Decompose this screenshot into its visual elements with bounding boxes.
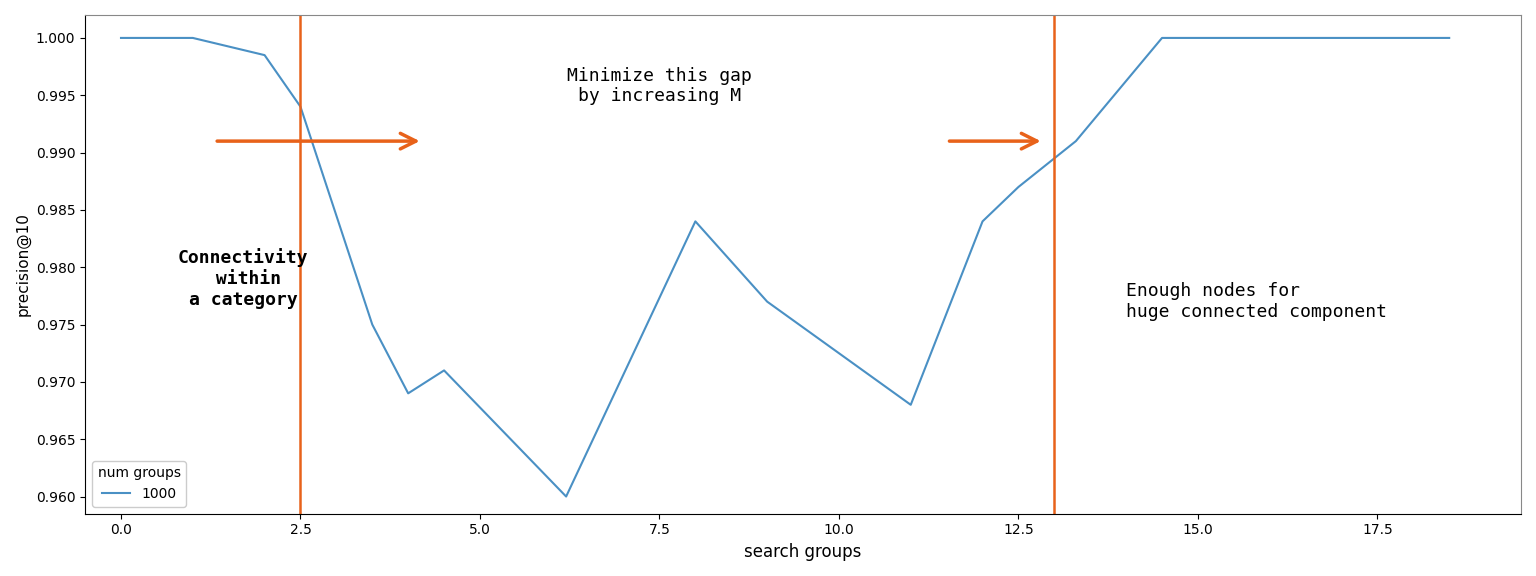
1000: [362, 321, 381, 328]
1000: [687, 218, 705, 225]
1000: [558, 493, 576, 500]
1000: [974, 218, 992, 225]
Line: 1000: 1000: [121, 38, 1448, 497]
1000: [292, 103, 310, 110]
1000: [399, 390, 418, 397]
1000: [435, 367, 453, 374]
Text: Minimize this gap
by increasing M: Minimize this gap by increasing M: [567, 67, 753, 105]
1000: [902, 401, 920, 408]
Y-axis label: precision@10: precision@10: [15, 213, 31, 316]
X-axis label: search groups: search groups: [745, 543, 862, 561]
1000: [112, 35, 131, 41]
1000: [1154, 35, 1172, 41]
1000: [184, 35, 203, 41]
1000: [1439, 35, 1458, 41]
1000: [1066, 138, 1084, 145]
Legend: 1000: 1000: [92, 461, 186, 507]
Text: Connectivity
 within
a category: Connectivity within a category: [178, 248, 309, 309]
1000: [255, 52, 273, 59]
1000: [757, 298, 776, 305]
1000: [1009, 184, 1028, 191]
Text: Enough nodes for
huge connected component: Enough nodes for huge connected componen…: [1126, 282, 1387, 321]
